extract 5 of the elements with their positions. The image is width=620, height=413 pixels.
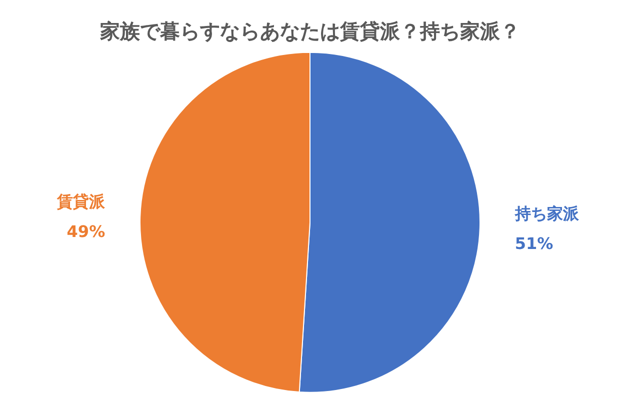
chart-title: 家族で暮らすならあなたは賃貸派？持ち家派？ — [99, 19, 520, 43]
data-label: 49% — [66, 222, 106, 241]
slice-label: 持ち家派 — [514, 204, 580, 223]
data-label: 51% — [514, 234, 554, 253]
slice-label: 賃貸派 — [56, 192, 106, 211]
